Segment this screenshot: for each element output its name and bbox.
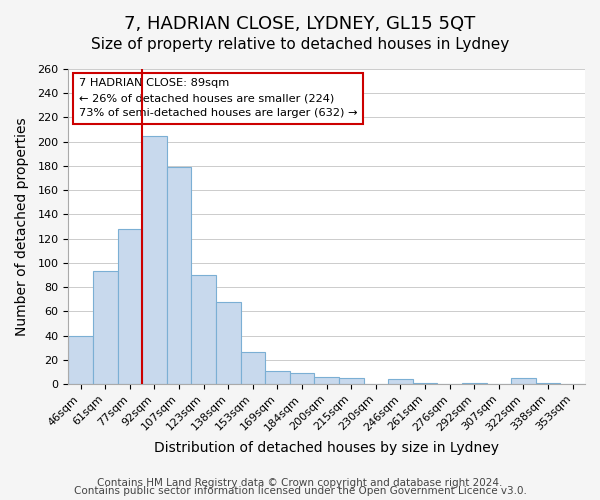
Bar (413, 383, 437, 384)
Text: 7, HADRIAN CLOSE, LYDNEY, GL15 5QT: 7, HADRIAN CLOSE, LYDNEY, GL15 5QT (124, 15, 476, 33)
X-axis label: Distribution of detached houses by size in Lydney: Distribution of detached houses by size … (154, 441, 499, 455)
Y-axis label: Number of detached properties: Number of detached properties (15, 117, 29, 336)
Bar (314, 376, 339, 384)
Bar (511, 378, 536, 384)
Bar (290, 373, 314, 384)
Bar (93, 272, 118, 384)
Bar (68, 336, 93, 384)
Bar (216, 302, 241, 384)
Text: Size of property relative to detached houses in Lydney: Size of property relative to detached ho… (91, 38, 509, 52)
Bar (462, 383, 487, 384)
Bar (167, 167, 191, 384)
Bar (142, 136, 167, 384)
Bar (241, 352, 265, 384)
Text: Contains HM Land Registry data © Crown copyright and database right 2024.: Contains HM Land Registry data © Crown c… (97, 478, 503, 488)
Text: Contains public sector information licensed under the Open Government Licence v3: Contains public sector information licen… (74, 486, 526, 496)
Bar (339, 378, 364, 384)
Bar (118, 229, 142, 384)
Bar (191, 275, 216, 384)
Text: 7 HADRIAN CLOSE: 89sqm
← 26% of detached houses are smaller (224)
73% of semi-de: 7 HADRIAN CLOSE: 89sqm ← 26% of detached… (79, 78, 357, 118)
Bar (388, 379, 413, 384)
Bar (265, 370, 290, 384)
Bar (536, 383, 560, 384)
